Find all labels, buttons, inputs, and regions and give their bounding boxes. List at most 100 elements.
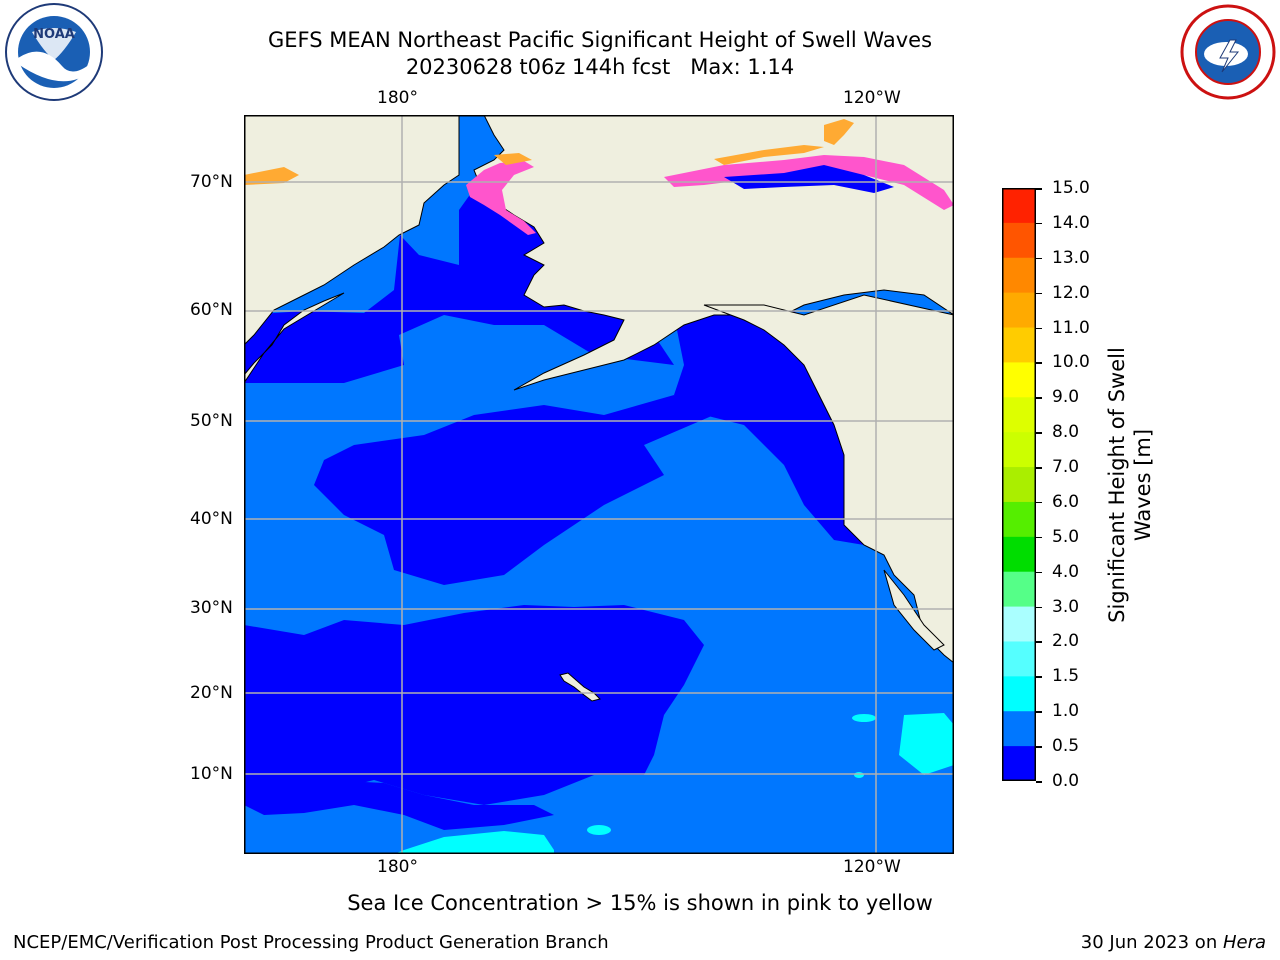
colorbar-tick-mark bbox=[1036, 362, 1042, 364]
colorbar-tick-label: 2.0 bbox=[1052, 631, 1080, 652]
colorbar-band bbox=[1002, 292, 1036, 329]
colorbar-tick-label: 1.0 bbox=[1052, 701, 1080, 722]
colorbar-tick-mark bbox=[1036, 397, 1042, 399]
colorbar-band bbox=[1002, 432, 1036, 468]
colorbar-tick-mark bbox=[1036, 571, 1042, 574]
swell-high-spot-3 bbox=[854, 772, 864, 778]
sea-ice-note: Sea Ice Concentration > 15% is shown in … bbox=[347, 891, 933, 915]
colorbar-band bbox=[1002, 676, 1036, 712]
colorbar-tick-label: 5.0 bbox=[1052, 526, 1080, 547]
arctic-water bbox=[724, 165, 894, 193]
sea-ice-orange-3 bbox=[244, 167, 299, 185]
colorbar-tick-mark bbox=[1036, 188, 1042, 190]
colorbar-ticks: 15.0 14.0 13.0 12.0 11.0 10.0 9.0 8.0 7.0 6.0 5.0 4… bbox=[1036, 0, 1096, 960]
lon-label-top-120w: 120°W bbox=[843, 88, 901, 108]
swell-low-tropic bbox=[264, 780, 554, 830]
colorbar-tick-label: 15.0 bbox=[1052, 178, 1090, 198]
colorbar-tick-mark bbox=[1036, 257, 1042, 260]
colorbar-band bbox=[1002, 571, 1036, 608]
lat-label-60n: 60°N bbox=[190, 300, 233, 320]
sea-ice-beaufort bbox=[664, 155, 954, 210]
lon-label-bottom-120w: 120°W bbox=[843, 857, 901, 877]
colorbar-band bbox=[1002, 501, 1036, 538]
colorbar-band bbox=[1002, 536, 1036, 573]
colorbar-tick-label: 11.0 bbox=[1052, 317, 1090, 338]
colorbar-tick-mark bbox=[1036, 292, 1042, 295]
colorbar-tick-label: 6.0 bbox=[1052, 491, 1080, 512]
colorbar-band bbox=[1002, 746, 1036, 781]
noaa-logo-text: NOAA bbox=[33, 27, 75, 42]
swell-height-map bbox=[244, 115, 954, 854]
colorbar-tick-mark bbox=[1036, 606, 1042, 609]
colorbar-tick-label: 0.5 bbox=[1052, 736, 1080, 757]
lat-label-10n: 10°N bbox=[190, 764, 233, 784]
swell-high-spot-2 bbox=[852, 714, 876, 722]
graticule bbox=[244, 115, 954, 854]
colorbar-tick-label: 8.0 bbox=[1052, 422, 1080, 443]
run-label: 20230628 t06z 144h fcst bbox=[405, 55, 671, 79]
colorbar-band bbox=[1002, 188, 1036, 224]
colorbar-tick-label: 13.0 bbox=[1052, 247, 1090, 268]
colorbar-tick-label: 12.0 bbox=[1052, 282, 1090, 303]
sea-ice-orange-2 bbox=[824, 119, 854, 145]
colorbar-tick-label: 9.0 bbox=[1052, 387, 1080, 408]
colorbar-tick-mark bbox=[1036, 676, 1042, 678]
land-siberia-peninsula bbox=[244, 292, 345, 384]
colorbar-tick-label: 14.0 bbox=[1052, 212, 1090, 233]
colorbar-tick-mark bbox=[1036, 781, 1042, 783]
colorbar-band bbox=[1002, 257, 1036, 294]
sea-ice-orange-4 bbox=[494, 153, 532, 165]
swell-low-south bbox=[244, 605, 704, 815]
colorbar-band bbox=[1002, 222, 1036, 259]
colorbar-band bbox=[1002, 467, 1036, 503]
colorbar-tick-label: 3.0 bbox=[1052, 596, 1080, 617]
colorbar-band bbox=[1002, 711, 1036, 747]
colorbar-tick-mark bbox=[1036, 432, 1042, 434]
colorbar-band bbox=[1002, 641, 1036, 677]
lat-label-70n: 70°N bbox=[190, 172, 233, 192]
colorbar-tick-mark bbox=[1036, 501, 1042, 504]
chart-subtitle: 20230628 t06z 144h fcst Max: 1.14 bbox=[0, 54, 1200, 80]
land-siberia bbox=[244, 115, 460, 346]
colorbar-tick-mark bbox=[1036, 467, 1042, 469]
colorbar-tick-mark bbox=[1036, 641, 1042, 643]
colorbar-band bbox=[1002, 362, 1036, 398]
colorbar-tick-label: 1.5 bbox=[1052, 666, 1080, 687]
colorbar-tick-mark bbox=[1036, 746, 1042, 748]
footer-machine: Hera bbox=[1222, 932, 1266, 953]
lon-label-bottom-180: 180° bbox=[377, 857, 418, 877]
lat-label-50n: 50°N bbox=[190, 411, 233, 431]
nws-logo bbox=[1180, 4, 1276, 100]
swell-low-coast bbox=[674, 265, 864, 545]
swell-high-south bbox=[394, 831, 554, 854]
land-north-america bbox=[703, 294, 954, 664]
sea-ice-orange-1 bbox=[714, 145, 824, 165]
colorbar-tick-mark bbox=[1036, 536, 1042, 539]
swell-low-mid bbox=[314, 395, 714, 585]
lat-label-40n: 40°N bbox=[190, 509, 233, 529]
swell-high-spot-1 bbox=[587, 825, 611, 835]
colorbar-band bbox=[1002, 397, 1036, 433]
footer-right: 30 Jun 2023 on Hera bbox=[1081, 932, 1266, 953]
colorbar bbox=[1002, 188, 1036, 781]
land-hawaii bbox=[559, 672, 601, 702]
colorbar-tick-label: 10.0 bbox=[1052, 352, 1090, 373]
lat-label-20n: 20°N bbox=[190, 683, 233, 703]
colorbar-tick-mark bbox=[1036, 327, 1042, 330]
colorbar-label: Significant Height of Swell Waves [m] bbox=[1105, 347, 1155, 623]
noaa-logo: NOAA bbox=[5, 3, 103, 101]
footer-left: NCEP/EMC/Verification Post Processing Pr… bbox=[13, 932, 609, 953]
colorbar-tick-label: 7.0 bbox=[1052, 457, 1080, 478]
sea-ice-chukchi bbox=[466, 161, 536, 235]
lon-label-top-180: 180° bbox=[377, 88, 418, 108]
map-frame bbox=[244, 115, 954, 854]
colorbar-tick-label: 0.0 bbox=[1052, 771, 1080, 791]
swell-high-east bbox=[899, 713, 954, 775]
colorbar-band bbox=[1002, 327, 1036, 363]
max-label: Max: 1.14 bbox=[690, 55, 795, 79]
chart-title: GEFS MEAN Northeast Pacific Significant … bbox=[267, 28, 933, 52]
lat-label-30n: 30°N bbox=[190, 598, 233, 618]
colorbar-tick-mark bbox=[1036, 222, 1042, 225]
colorbar-tick-mark bbox=[1036, 711, 1042, 713]
colorbar-band bbox=[1002, 606, 1036, 642]
